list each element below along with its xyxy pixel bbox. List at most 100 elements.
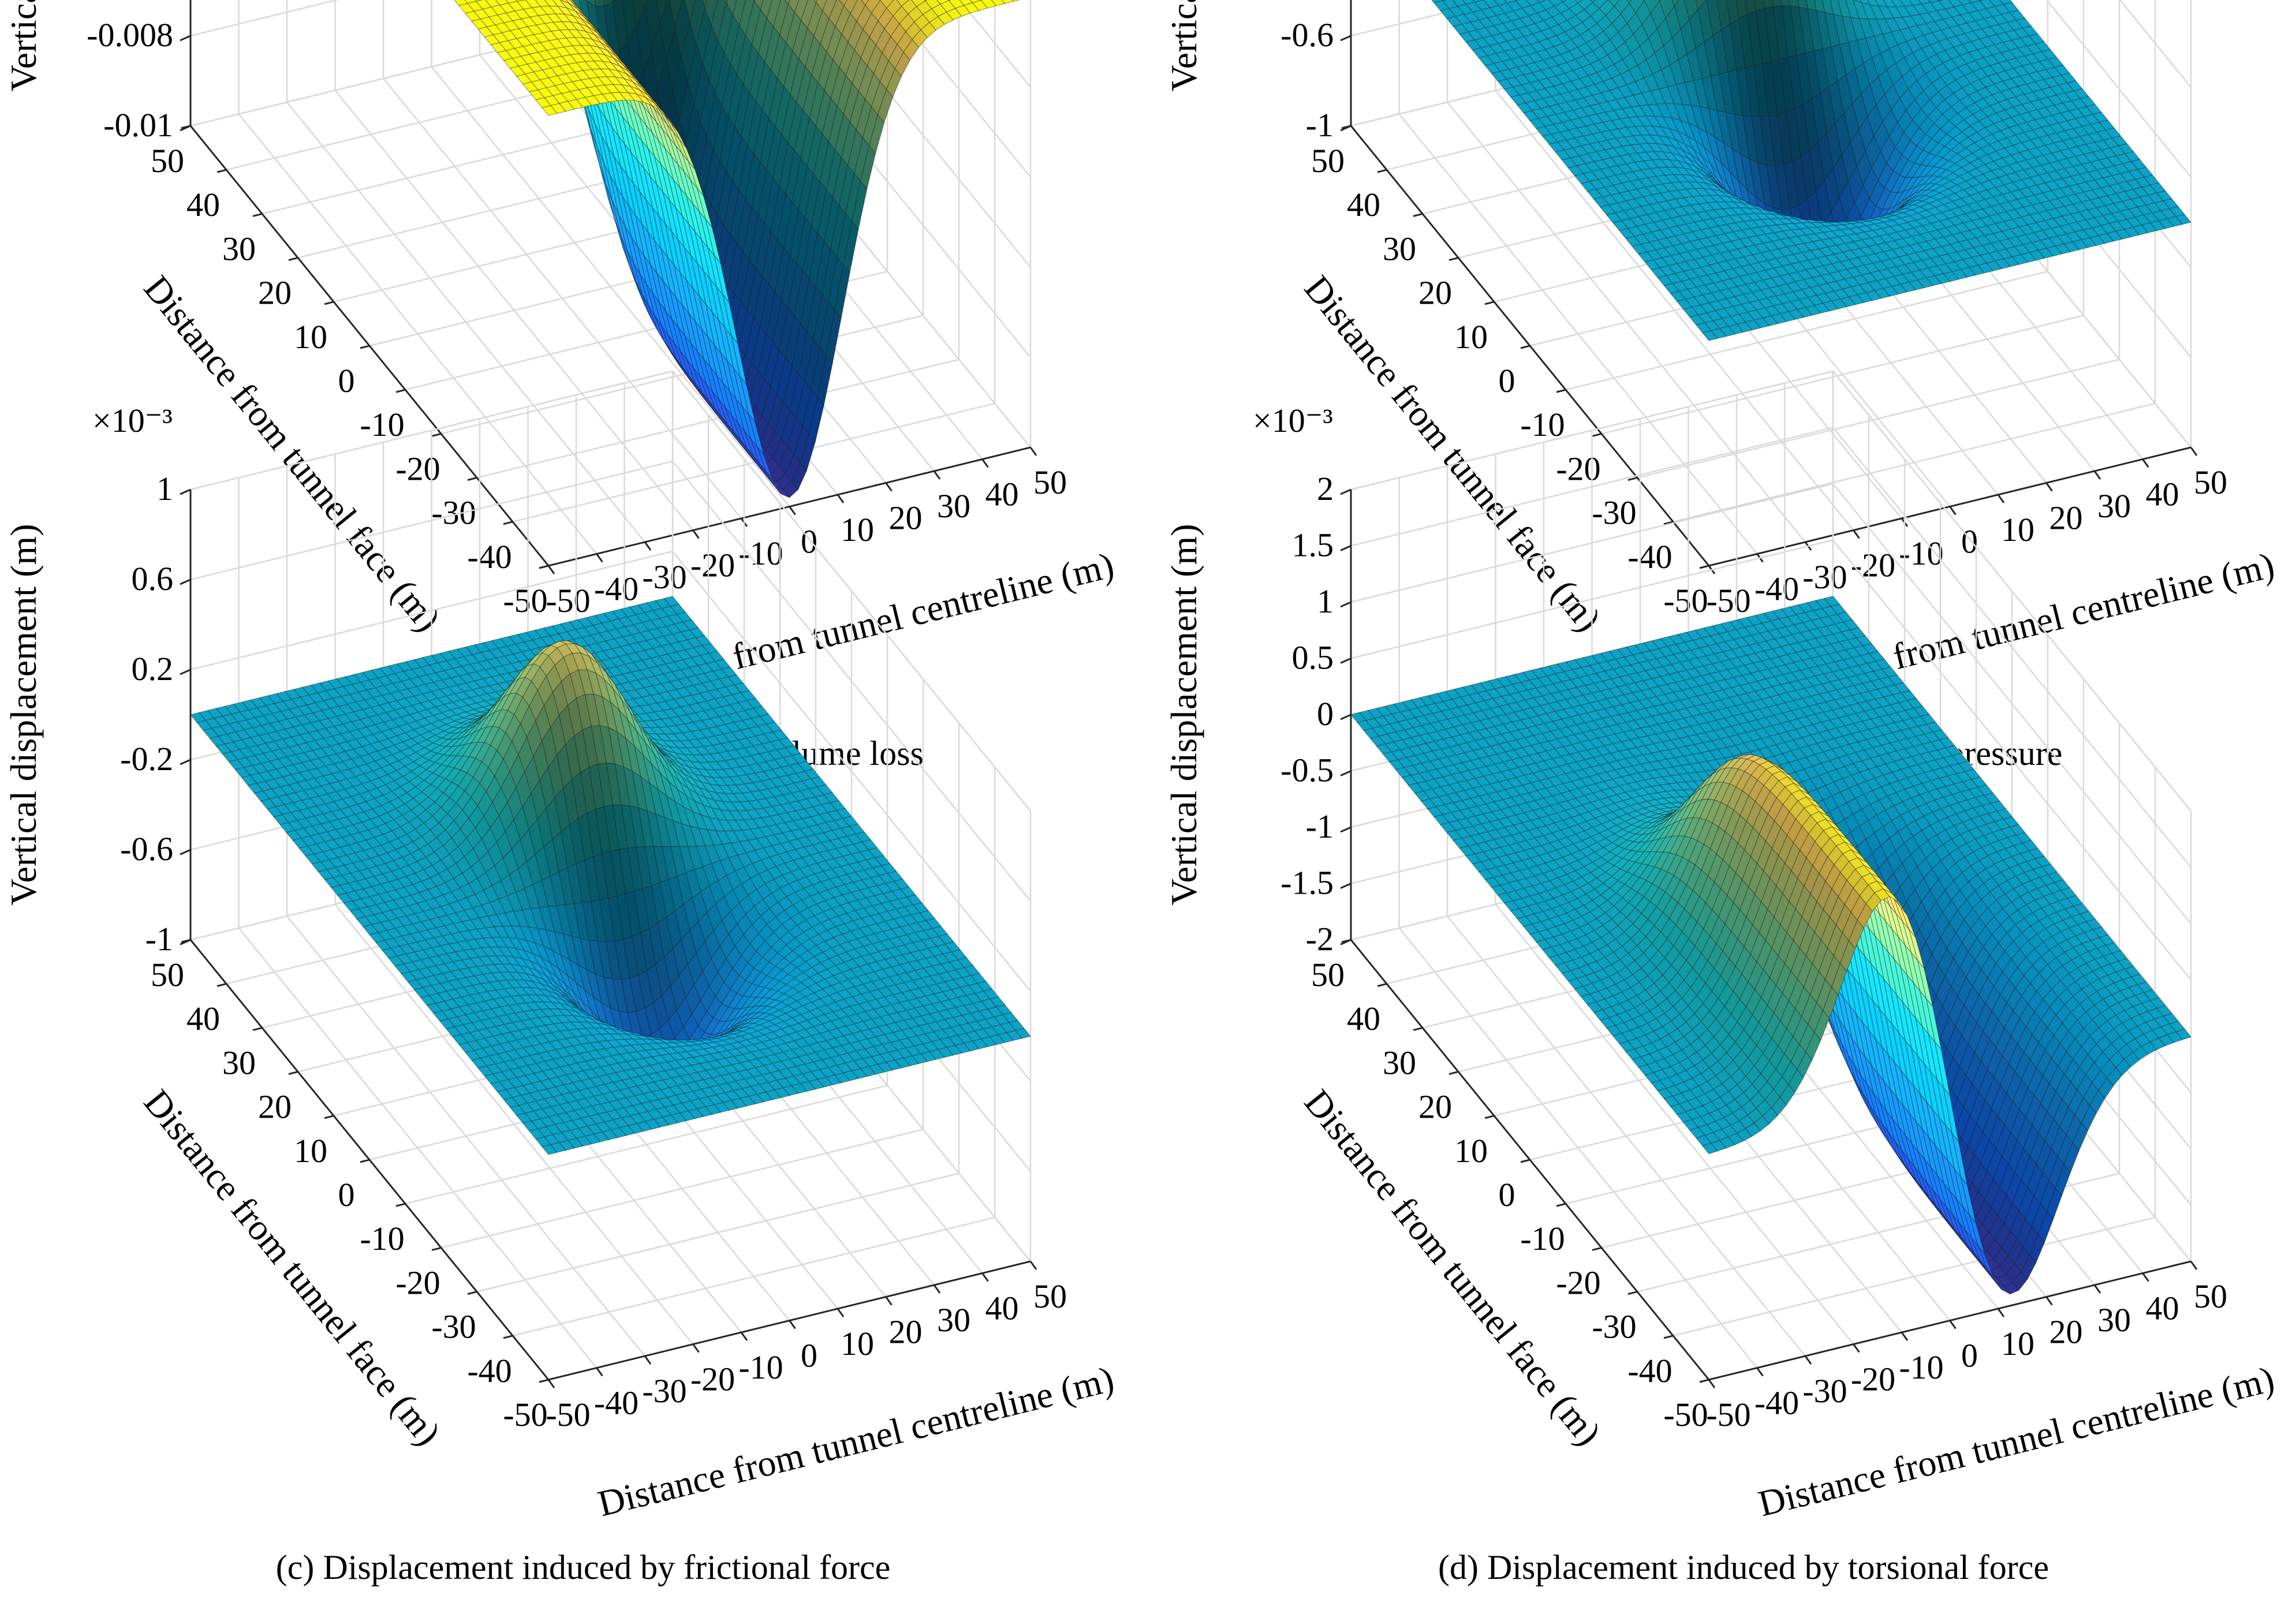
x-tick-label: 40: [1347, 1000, 1380, 1037]
x-tick-label: 10: [1454, 1132, 1488, 1170]
y-tick-labels-c: -50 -40 -30 -20 -10 0 10 20 30 40 50: [546, 1261, 1067, 1433]
z-tick-label: -1.5: [1280, 864, 1334, 902]
z-axis-label: Vertical displacement (m): [3, 524, 44, 905]
y-tick-label: -40: [1754, 570, 1799, 608]
x-tick-label: 50: [1311, 142, 1345, 180]
z-tick-label: -0.2: [120, 740, 173, 778]
z-tick-label: 0.5: [1292, 639, 1334, 677]
z-exponent-label: ×10⁻³: [92, 402, 173, 439]
y-tick-label: 10: [2001, 1325, 2034, 1362]
x-tick-label: -10: [360, 406, 404, 443]
z-tick-labels-d: 2 1.5 1 0.5 0 -0.5 -1 -1.5 -2: [1280, 470, 1352, 958]
y-tick-label: 30: [2097, 487, 2131, 525]
y-tick-label: 50: [1033, 464, 1067, 501]
y-tick-label: 0: [801, 523, 817, 561]
y-tick-label: 40: [985, 1290, 1019, 1327]
y-tick-label: 50: [2194, 464, 2227, 501]
x-tick-label: 40: [186, 1000, 220, 1037]
y-tick-label: 40: [985, 476, 1019, 513]
panel-caption: (c) Displacement induced by frictional f…: [276, 1548, 891, 1586]
y-tick-label: -40: [594, 1384, 639, 1422]
x-tick-label: 40: [186, 186, 220, 223]
y-tick-label: 10: [841, 1325, 874, 1362]
z-exponent-label: ×10⁻³: [1253, 402, 1333, 439]
x-tick-label: 0: [338, 1176, 355, 1213]
y-tick-label: 30: [2097, 1301, 2131, 1339]
y-tick-label: 40: [2146, 476, 2179, 513]
y-tick-label: -20: [1851, 547, 1895, 584]
panel-caption: (d) Displacement induced by torsional fo…: [1438, 1548, 2049, 1586]
z-tick-label: -0.008: [87, 16, 173, 54]
x-tick-label: -40: [467, 1352, 512, 1390]
y-tick-label: 10: [841, 511, 874, 548]
panel-c: 10.60.2-0.2-0.6-150403020100-10-20-30-40…: [3, 370, 1118, 1586]
x-tick-label: 10: [294, 318, 327, 356]
x-tick-label: -20: [395, 450, 440, 487]
x-tick-label: -50: [1663, 1396, 1708, 1433]
y-tick-label: -20: [1851, 1361, 1895, 1398]
y-tick-label: -50: [546, 1396, 590, 1433]
z-tick-label: 1.5: [1292, 526, 1334, 564]
x-tick-label: -10: [360, 1220, 404, 1257]
x-tick-label: 50: [151, 956, 184, 994]
x-tick-label: -40: [467, 538, 512, 576]
x-tick-label: 50: [1311, 956, 1345, 994]
z-tick-label: 2: [1317, 470, 1334, 507]
z-axis-label: Vertical displacement (m): [1163, 0, 1204, 92]
y-tick-label: 30: [937, 1301, 970, 1339]
y-tick-label: 40: [2146, 1290, 2179, 1327]
z-tick-label: 0.6: [132, 560, 174, 597]
x-tick-label: 20: [1418, 274, 1452, 312]
x-tick-label: 0: [1499, 362, 1515, 399]
y-tick-label: -30: [642, 558, 686, 596]
x-tick-label: 30: [1383, 230, 1416, 267]
y-tick-label: -30: [1802, 558, 1847, 596]
z-tick-label: 1: [156, 470, 173, 507]
y-tick-label: -30: [1802, 1372, 1847, 1410]
y-tick-label: -40: [1754, 1384, 1799, 1422]
x-tick-label: -20: [395, 1264, 440, 1301]
surface-a: [454, 0, 1020, 498]
y-tick-label: -30: [642, 1372, 686, 1410]
y-tick-label: 0: [1961, 523, 1978, 561]
z-tick-labels-c: 1 0.6 0.2 -0.2 -0.6 -1: [120, 470, 191, 958]
y-tick-label: -40: [594, 570, 639, 608]
x-tick-label: 30: [1383, 1044, 1416, 1081]
y-tick-label: -10: [738, 1349, 783, 1386]
surface-d: [1350, 596, 2192, 1295]
y-tick-label: 20: [889, 499, 923, 537]
y-tick-labels-b: -50 -40 -30 -20 -10 0 10 20 30 40 50: [1706, 447, 2227, 619]
z-tick-label: -0.01: [103, 106, 173, 144]
y-tick-label: 30: [937, 487, 970, 525]
x-tick-label: 0: [338, 362, 355, 399]
x-tick-label: 0: [1499, 1176, 1515, 1213]
y-tick-labels-a: -50 -40 -30 -20 -10 0 10 20 30 40 50: [546, 447, 1067, 619]
y-tick-label: 0: [1961, 1337, 1978, 1375]
x-tick-label: -10: [1520, 1220, 1565, 1257]
z-axis-label: Vertical displacement (m): [3, 0, 44, 92]
y-tick-label: -50: [1706, 582, 1750, 619]
x-tick-label: -50: [503, 1396, 547, 1433]
x-tick-label: 10: [1454, 318, 1488, 356]
y-tick-label: -10: [1899, 1349, 1943, 1386]
z-tick-label: -0.6: [1280, 16, 1334, 54]
surface-c: [190, 596, 1031, 1155]
x-tick-label: -20: [1556, 450, 1600, 487]
z-tick-label: -1: [1306, 808, 1334, 845]
y-tick-label: 50: [1033, 1278, 1067, 1315]
x-tick-label: -20: [1556, 1264, 1600, 1301]
surface-b: [1431, 0, 2192, 341]
z-tick-label: -2: [1306, 920, 1334, 958]
x-tick-label: -30: [431, 1308, 476, 1346]
x-tick-label: -30: [1592, 494, 1636, 532]
x-tick-label: -10: [1520, 406, 1565, 443]
y-tick-labels-d: -50 -40 -30 -20 -10 0 10 20 30 40 50: [1706, 1261, 2227, 1433]
x-tick-label: -40: [1627, 1352, 1672, 1390]
x-tick-label: 30: [222, 1044, 256, 1081]
y-tick-label: -50: [1706, 1396, 1750, 1433]
